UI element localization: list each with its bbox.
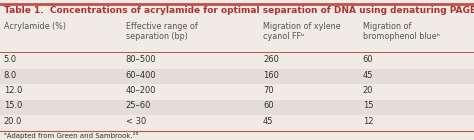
Text: Effective range of
separation (bp): Effective range of separation (bp)	[126, 22, 197, 41]
Text: ᵇThe numbers provided are the approximate sizes (in base pairs) of double-strand: ᵇThe numbers provided are the approximat…	[4, 139, 432, 140]
Text: 20.0: 20.0	[4, 117, 22, 126]
Bar	[0, 131, 474, 140]
Text: ᵃAdapted from Green and Sambrook.²⁶: ᵃAdapted from Green and Sambrook.²⁶	[4, 132, 138, 139]
Text: 15: 15	[363, 102, 373, 110]
Bar	[0, 116, 474, 131]
Text: 60–400: 60–400	[126, 71, 156, 80]
Text: Acrylamide (%): Acrylamide (%)	[4, 22, 66, 31]
Bar	[0, 85, 474, 100]
Text: 20: 20	[363, 86, 373, 95]
Text: 160: 160	[263, 71, 279, 80]
Text: 5.0: 5.0	[4, 55, 17, 64]
Bar	[0, 69, 474, 84]
Text: 45: 45	[263, 117, 273, 126]
Text: 60: 60	[263, 102, 273, 110]
Text: 40–200: 40–200	[126, 86, 156, 95]
Text: 8.0: 8.0	[4, 71, 17, 80]
Text: 12: 12	[363, 117, 373, 126]
Text: Migration of
bromophenol blueᵇ: Migration of bromophenol blueᵇ	[363, 22, 440, 41]
Text: 80–500: 80–500	[126, 55, 156, 64]
Bar	[0, 54, 474, 69]
Text: 15.0: 15.0	[4, 102, 22, 110]
Text: Migration of xylene
cyanol FFᵇ: Migration of xylene cyanol FFᵇ	[263, 22, 341, 41]
Text: 12.0: 12.0	[4, 86, 22, 95]
Text: 70: 70	[263, 86, 273, 95]
Text: < 30: < 30	[126, 117, 146, 126]
Text: 25–60: 25–60	[126, 102, 151, 110]
Text: 60: 60	[363, 55, 373, 64]
Text: Table 1.  Concentrations of acrylamide for optimal separation of DNA using denat: Table 1. Concentrations of acrylamide fo…	[4, 6, 474, 15]
Bar	[0, 100, 474, 115]
Bar	[0, 4, 474, 51]
Text: 45: 45	[363, 71, 373, 80]
Text: 260: 260	[263, 55, 279, 64]
Bar	[0, 22, 474, 52]
